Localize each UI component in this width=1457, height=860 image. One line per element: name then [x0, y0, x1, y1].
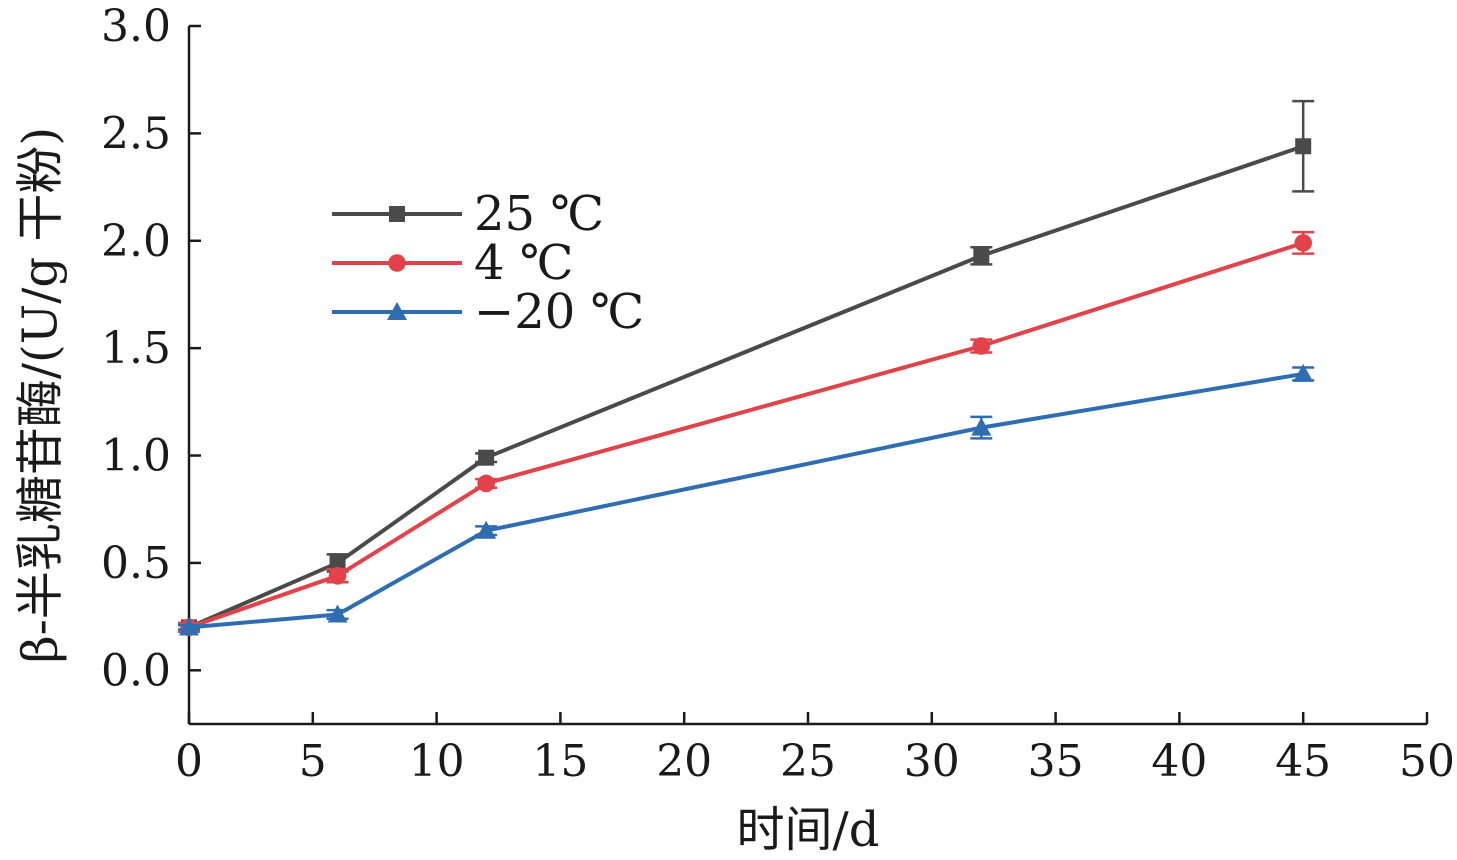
- legend-marker: [388, 254, 406, 272]
- series-2: [178, 363, 1315, 636]
- y-tick-label: 0.5: [101, 538, 171, 589]
- x-tick-label: 0: [175, 736, 203, 787]
- series-1: [178, 230, 1315, 637]
- legend: 25 ℃4 ℃−20 ℃: [332, 186, 644, 340]
- legend-label: 4 ℃: [474, 235, 574, 291]
- axes: [187, 26, 1427, 726]
- data-point: [1294, 234, 1312, 252]
- data-point: [477, 474, 495, 493]
- y-axis-ticks: 0.0 0.5 1.0 1.5 2.0 2.5 3.0: [101, 1, 201, 696]
- data-point: [329, 554, 346, 571]
- legend-label: −20 ℃: [474, 284, 644, 340]
- x-tick-label: 30: [904, 736, 960, 787]
- data-point: [478, 449, 495, 466]
- legend-item: 25 ℃: [332, 186, 604, 242]
- y-tick-label: 2.5: [101, 108, 171, 159]
- x-tick-label: 35: [1028, 736, 1084, 787]
- y-tick-label: 1.0: [101, 431, 171, 482]
- y-tick-label: 2.0: [101, 216, 171, 267]
- legend-item: −20 ℃: [332, 284, 644, 340]
- x-tick-label: 40: [1151, 736, 1207, 787]
- x-tick-label: 20: [656, 736, 712, 787]
- x-tick-label: 50: [1399, 736, 1455, 787]
- data-point: [328, 567, 347, 585]
- data-point: [1295, 138, 1312, 155]
- y-axis-title: β-半乳糖苷酶/(U/g 干粉): [13, 127, 69, 663]
- x-tick-label: 45: [1275, 736, 1331, 787]
- x-tick-label: 25: [780, 736, 836, 787]
- series-0: [178, 99, 1315, 636]
- data-point: [476, 520, 497, 539]
- y-tick-label: 1.5: [101, 323, 171, 374]
- y-tick-label: 0.0: [101, 645, 171, 696]
- data-point: [972, 337, 991, 355]
- data-point: [973, 247, 990, 264]
- x-tick-label: 5: [299, 736, 327, 787]
- data-point: [327, 604, 348, 623]
- data-point: [179, 617, 199, 636]
- x-tick-label: 10: [409, 736, 465, 787]
- x-tick-label: 15: [532, 736, 588, 787]
- x-axis-ticks: 0 5 10 15 20 25 30 35 40 45 50: [175, 712, 1455, 787]
- series-line: [188, 241, 1304, 630]
- data-point: [1293, 363, 1314, 382]
- legend-item: 4 ℃: [332, 235, 574, 291]
- x-axis-title: 时间/d: [737, 802, 880, 858]
- legend-marker: [387, 302, 407, 320]
- series-layer: [178, 99, 1315, 637]
- data-point: [971, 417, 992, 436]
- legend-marker: [389, 206, 405, 222]
- y-tick-label: 3.0: [101, 1, 171, 52]
- series-line: [188, 144, 1304, 630]
- legend-label: 25 ℃: [474, 186, 604, 242]
